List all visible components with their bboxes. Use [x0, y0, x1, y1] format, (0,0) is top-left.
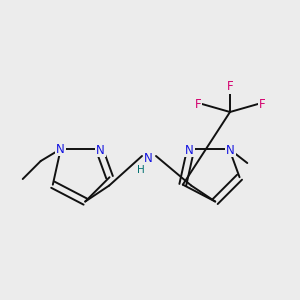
Text: F: F	[227, 80, 233, 94]
Text: N: N	[185, 143, 194, 157]
Text: F: F	[195, 98, 201, 110]
Text: F: F	[259, 98, 265, 110]
Text: H: H	[137, 165, 145, 175]
Text: N: N	[226, 143, 235, 157]
Text: N: N	[56, 142, 65, 155]
Text: N: N	[96, 143, 105, 157]
Text: N: N	[144, 152, 152, 164]
